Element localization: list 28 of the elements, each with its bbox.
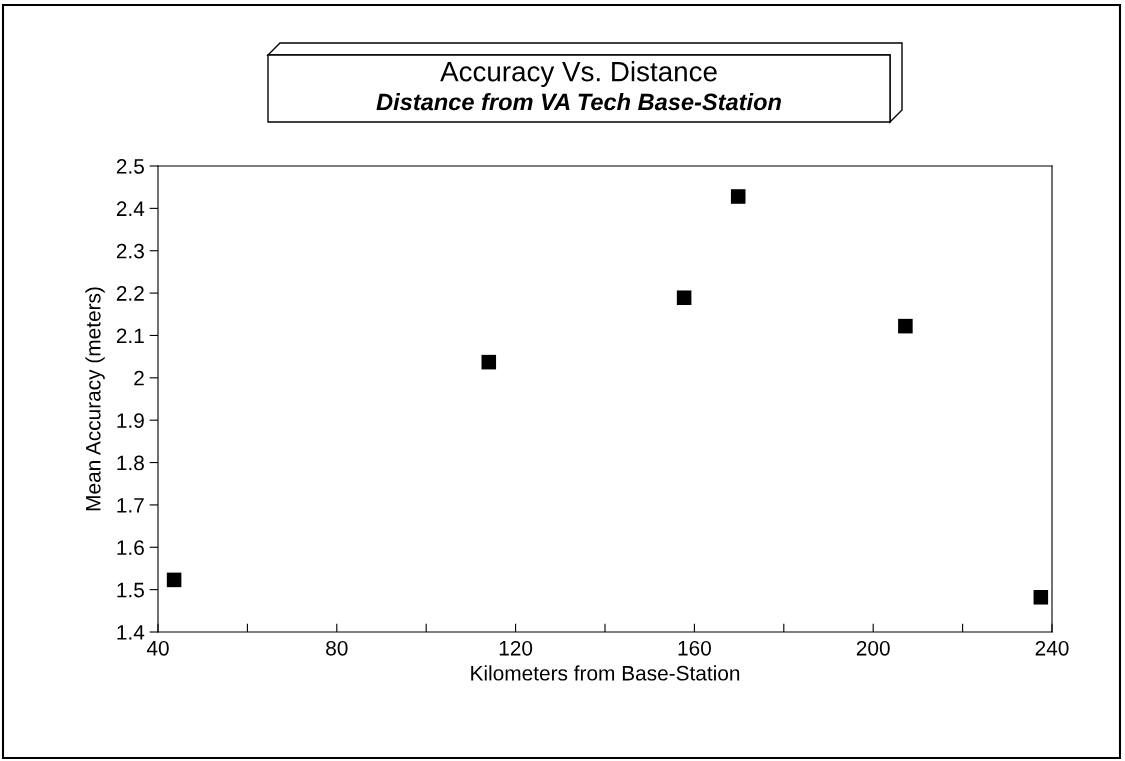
x-tick-label: 40 xyxy=(146,640,169,656)
y-axis-title: Mean Accuracy (meters) xyxy=(85,287,105,511)
chart-subtitle: Distance from VA Tech Base-Station xyxy=(376,93,781,111)
y-tick-label: 2 xyxy=(134,370,144,386)
y-tick-label: 2.4 xyxy=(116,201,145,216)
point xyxy=(898,318,913,334)
y-tick-label: 1.9 xyxy=(117,413,144,428)
y-tick-label: 2.3 xyxy=(116,243,144,259)
y-tick-label: 1.7 xyxy=(117,498,144,513)
y-tick-label: 1.5 xyxy=(117,582,144,598)
x-tick-label: 240 xyxy=(1035,640,1069,656)
y-tick-label: 2.5 xyxy=(116,159,144,174)
y-tick-label: 1.6 xyxy=(117,540,144,556)
x-tick-label: 80 xyxy=(326,640,348,656)
point xyxy=(166,572,182,588)
point xyxy=(730,189,746,204)
x-tick-label: 160 xyxy=(678,640,711,656)
x-axis-title: Kilometers from Base-Station xyxy=(471,665,740,681)
y-tick-label: 2.2 xyxy=(116,286,144,301)
point xyxy=(481,354,497,370)
y-tick-label: 1.4 xyxy=(117,625,145,640)
point xyxy=(1033,589,1049,605)
x-tick-label: 200 xyxy=(856,640,890,656)
chart-title: Accuracy Vs. Distance xyxy=(440,61,717,87)
y-tick-label: 1.8 xyxy=(117,455,144,471)
point xyxy=(676,290,692,306)
x-tick-label: 120 xyxy=(499,640,533,656)
y-tick-label: 2.1 xyxy=(116,328,144,343)
